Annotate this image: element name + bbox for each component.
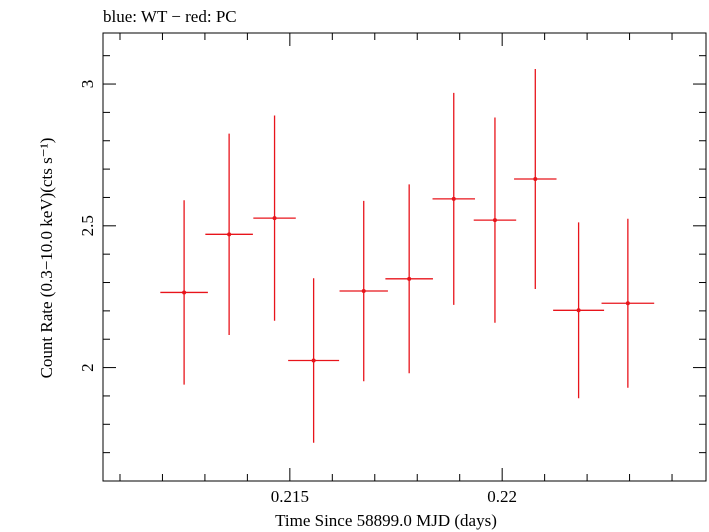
data-point bbox=[473, 117, 517, 323]
data-marker bbox=[533, 177, 538, 182]
y-tick-label: 2.5 bbox=[78, 215, 97, 236]
data-marker bbox=[451, 196, 456, 201]
x-tick-label: 0.215 bbox=[271, 487, 309, 506]
data-point bbox=[432, 92, 475, 305]
data-marker bbox=[311, 358, 316, 363]
data-marker bbox=[407, 276, 412, 281]
data-marker bbox=[492, 218, 497, 223]
data-point bbox=[385, 184, 433, 374]
y-tick-label: 2 bbox=[78, 363, 97, 372]
data-marker bbox=[361, 289, 366, 294]
data-marker bbox=[182, 290, 187, 295]
y-axis-label: Count Rate (0.3−10.0 keV)(cts s⁻¹) bbox=[37, 138, 56, 379]
data-point bbox=[553, 222, 605, 399]
data-point bbox=[288, 278, 340, 443]
data-point bbox=[601, 218, 655, 388]
y-tick-label: 3 bbox=[78, 80, 97, 89]
data-marker bbox=[576, 308, 581, 313]
data-point bbox=[339, 200, 388, 382]
chart-title: blue: WT − red: PC bbox=[103, 7, 237, 26]
tick-labels: 0.215 0.22 2 2.5 3 bbox=[78, 80, 517, 506]
data-marker bbox=[625, 301, 630, 306]
data-point bbox=[160, 200, 208, 385]
data-points bbox=[160, 69, 655, 443]
axis-ticks bbox=[103, 33, 706, 482]
data-point bbox=[514, 69, 557, 290]
data-point bbox=[205, 133, 253, 335]
plot-frame bbox=[102, 32, 707, 482]
data-point bbox=[253, 115, 296, 321]
x-axis-label: Time Since 58899.0 MJD (days) bbox=[275, 511, 497, 530]
data-marker bbox=[272, 216, 277, 221]
x-tick-label: 0.22 bbox=[487, 487, 517, 506]
data-marker bbox=[227, 232, 232, 237]
